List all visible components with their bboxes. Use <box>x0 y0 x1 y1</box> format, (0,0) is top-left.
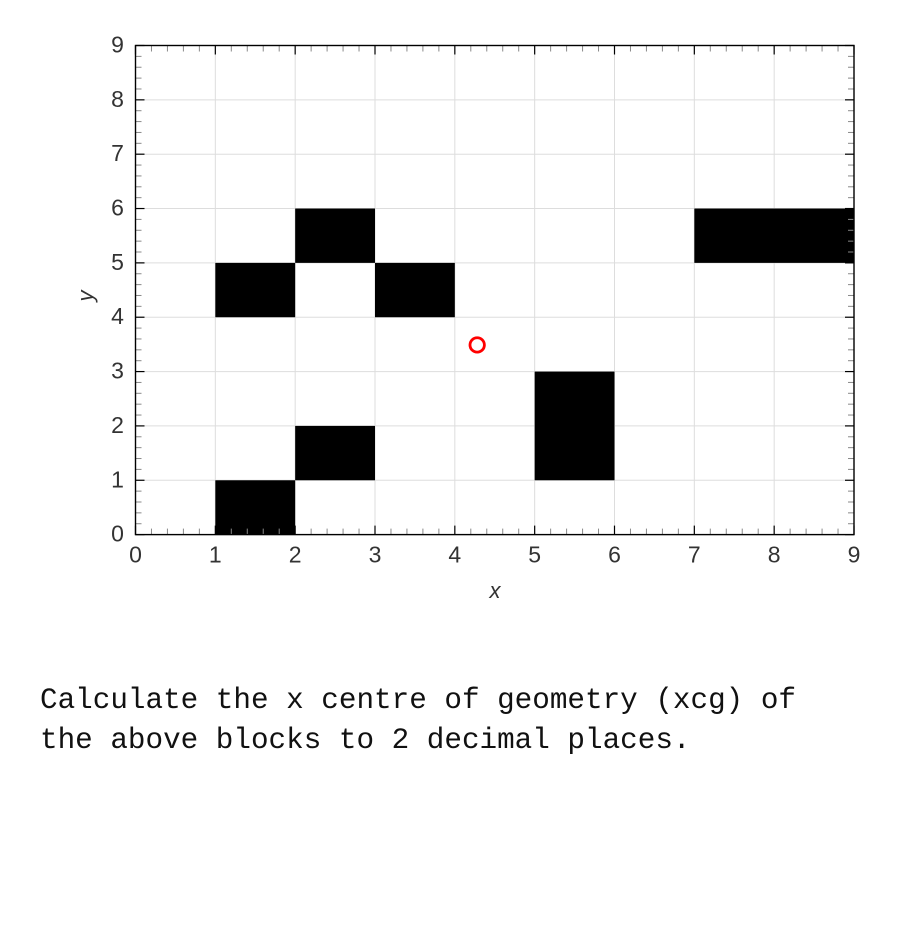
svg-text:0: 0 <box>111 521 124 547</box>
svg-text:4: 4 <box>448 542 461 568</box>
svg-text:y: y <box>73 289 98 304</box>
svg-text:5: 5 <box>528 542 541 568</box>
svg-text:6: 6 <box>111 195 124 221</box>
svg-text:x: x <box>489 578 502 603</box>
svg-text:9: 9 <box>848 542 861 568</box>
svg-text:0: 0 <box>129 542 142 568</box>
svg-text:2: 2 <box>289 542 302 568</box>
svg-text:1: 1 <box>111 466 124 492</box>
svg-text:4: 4 <box>111 303 124 329</box>
svg-text:3: 3 <box>111 358 124 384</box>
svg-text:9: 9 <box>111 32 124 58</box>
svg-text:7: 7 <box>688 542 701 568</box>
svg-text:6: 6 <box>608 542 621 568</box>
svg-text:5: 5 <box>111 249 124 275</box>
svg-text:8: 8 <box>111 86 124 112</box>
svg-text:3: 3 <box>369 542 382 568</box>
svg-text:7: 7 <box>111 140 124 166</box>
svg-text:2: 2 <box>111 412 124 438</box>
svg-text:8: 8 <box>768 542 781 568</box>
svg-text:1: 1 <box>209 542 222 568</box>
